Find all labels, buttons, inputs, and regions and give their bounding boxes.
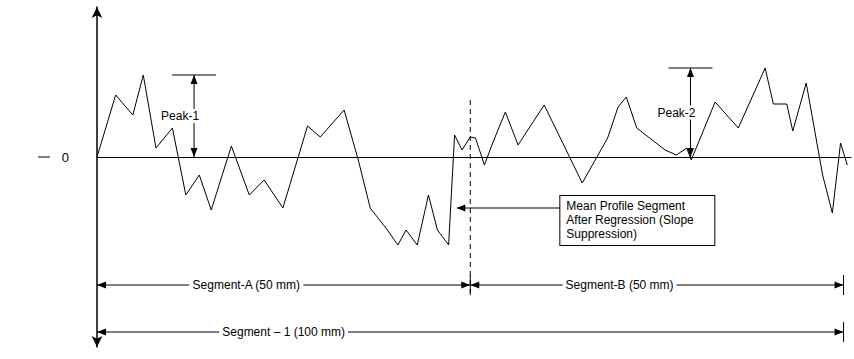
svg-text:Segment-A (50 mm): Segment-A (50 mm) [193,278,300,292]
svg-text:Peak-2: Peak-2 [657,106,695,120]
svg-text:Segment-B (50 mm): Segment-B (50 mm) [566,278,674,292]
svg-text:Peak-1: Peak-1 [161,109,199,123]
svg-text:Mean Profile Segment: Mean Profile Segment [566,199,688,213]
svg-text:Segment – 1 (100 mm): Segment – 1 (100 mm) [222,325,345,339]
svg-text:After Regression (Slope: After Regression (Slope [566,213,697,227]
svg-text:Suppression): Suppression) [566,227,637,241]
svg-text:0: 0 [62,150,69,165]
